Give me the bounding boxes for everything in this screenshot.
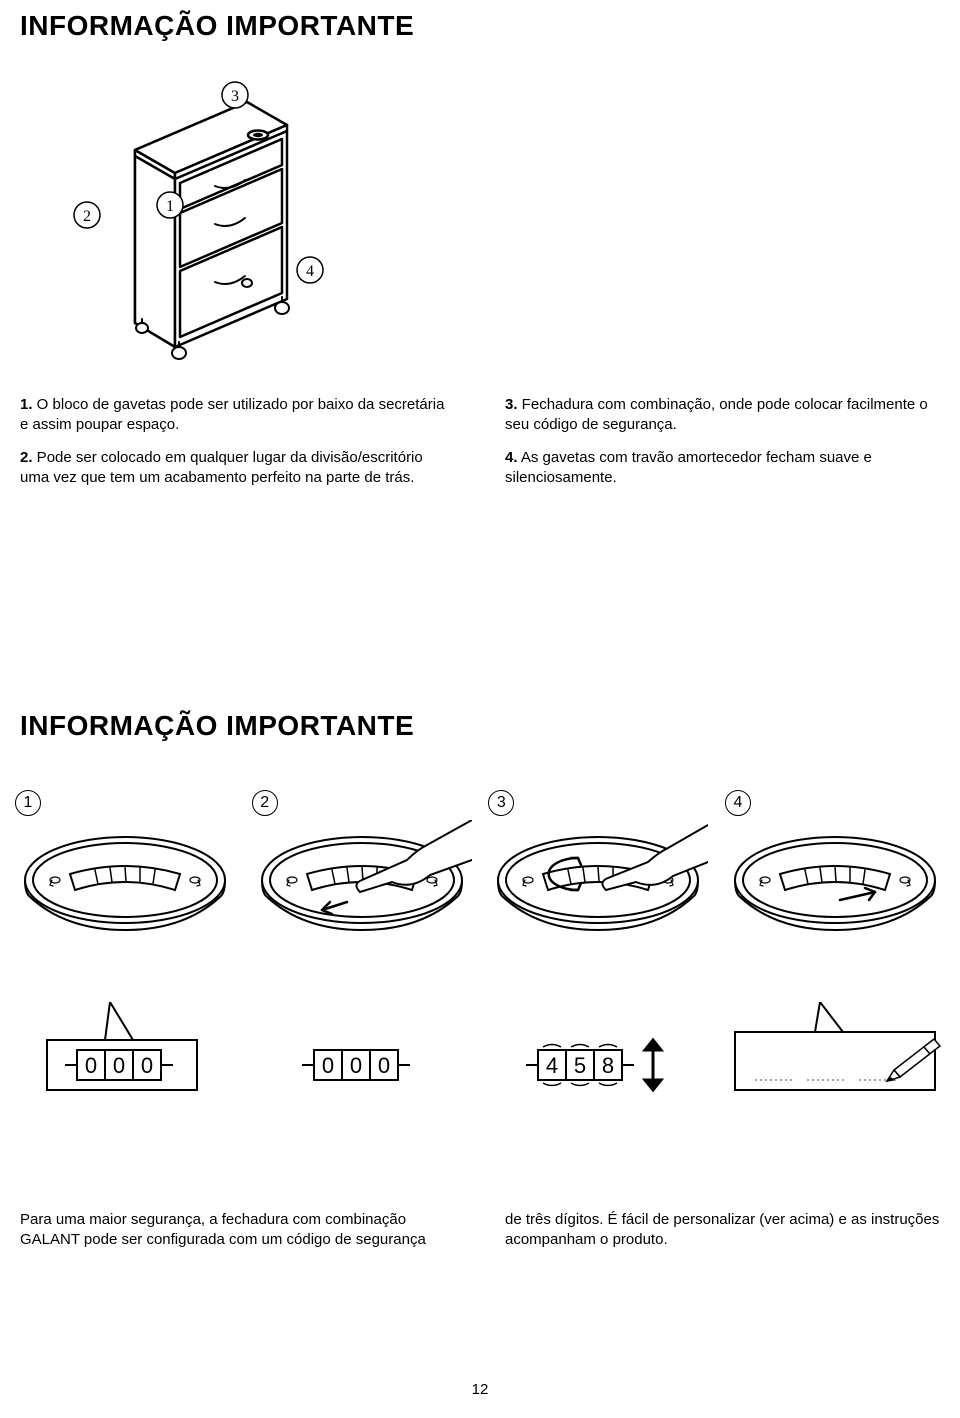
section2-title: INFORMAÇÃO IMPORTANTE	[20, 710, 414, 742]
s2-left-text: Para uma maior segurança, a fechadura co…	[20, 1210, 455, 1251]
callout-1-label: 1	[166, 198, 174, 215]
section1-left-col: 1. O bloco de gavetas pode ser utilizado…	[20, 395, 455, 500]
section1-title: INFORMAÇÃO IMPORTANTE	[20, 10, 414, 42]
callout-1: 0 0 0	[15, 1002, 235, 1097]
drawer-unit-diagram: 2 1 3 4	[60, 75, 390, 375]
lock-step-3: 3	[488, 820, 708, 985]
callout-2: 0 0 0	[252, 1002, 472, 1097]
combo1-d1: 0	[85, 1053, 97, 1078]
combo3-d1: 4	[546, 1053, 558, 1078]
callout-4	[725, 1002, 945, 1097]
section1-right-col: 3. Fechadura com combinação, onde pode c…	[505, 395, 940, 500]
section1-columns: 1. O bloco de gavetas pode ser utilizado…	[20, 395, 940, 500]
lock-steps-row: 1	[15, 820, 945, 985]
page: INFORMAÇÃO IMPORTANTE	[0, 0, 960, 1418]
combo1-d2: 0	[113, 1053, 125, 1078]
section2-left-col: Para uma maior segurança, a fechadura co…	[20, 1210, 455, 1263]
combo3-d2: 5	[574, 1053, 586, 1078]
combo2-d3: 0	[378, 1053, 390, 1078]
step-2-badge: 2	[252, 790, 278, 816]
combo2-d2: 0	[350, 1053, 362, 1078]
combo1-d3: 0	[141, 1053, 153, 1078]
s1-p1: 1. O bloco de gavetas pode ser utilizado…	[20, 395, 455, 436]
s2-right-text: de três dígitos. É fácil de personalizar…	[505, 1210, 940, 1251]
callout-4-label: 4	[306, 263, 314, 280]
lock-step-2: 2	[252, 820, 472, 985]
combo2-d1: 0	[322, 1053, 334, 1078]
section2-columns: Para uma maior segurança, a fechadura co…	[20, 1210, 940, 1263]
s1-p3: 3. Fechadura com combinação, onde pode c…	[505, 395, 940, 436]
callout-3-label: 3	[231, 88, 239, 105]
callouts-row: 0 0 0 0 0 0	[15, 1002, 945, 1097]
section2-right-col: de três dígitos. É fácil de personalizar…	[505, 1210, 940, 1263]
lock-step-4: 4	[725, 820, 945, 985]
s1-p2: 2. Pode ser colocado em qualquer lugar d…	[20, 448, 455, 489]
combo3-d3: 8	[602, 1053, 614, 1078]
page-number: 12	[0, 1381, 960, 1398]
callout-3: 4 5 8	[488, 1002, 708, 1097]
step-4-badge: 4	[725, 790, 751, 816]
step-1-badge: 1	[15, 790, 41, 816]
s1-p4: 4. As gavetas com travão amortecedor fec…	[505, 448, 940, 489]
lock-step-1: 1	[15, 820, 235, 985]
step-3-badge: 3	[488, 790, 514, 816]
callout-2-label: 2	[83, 208, 91, 225]
